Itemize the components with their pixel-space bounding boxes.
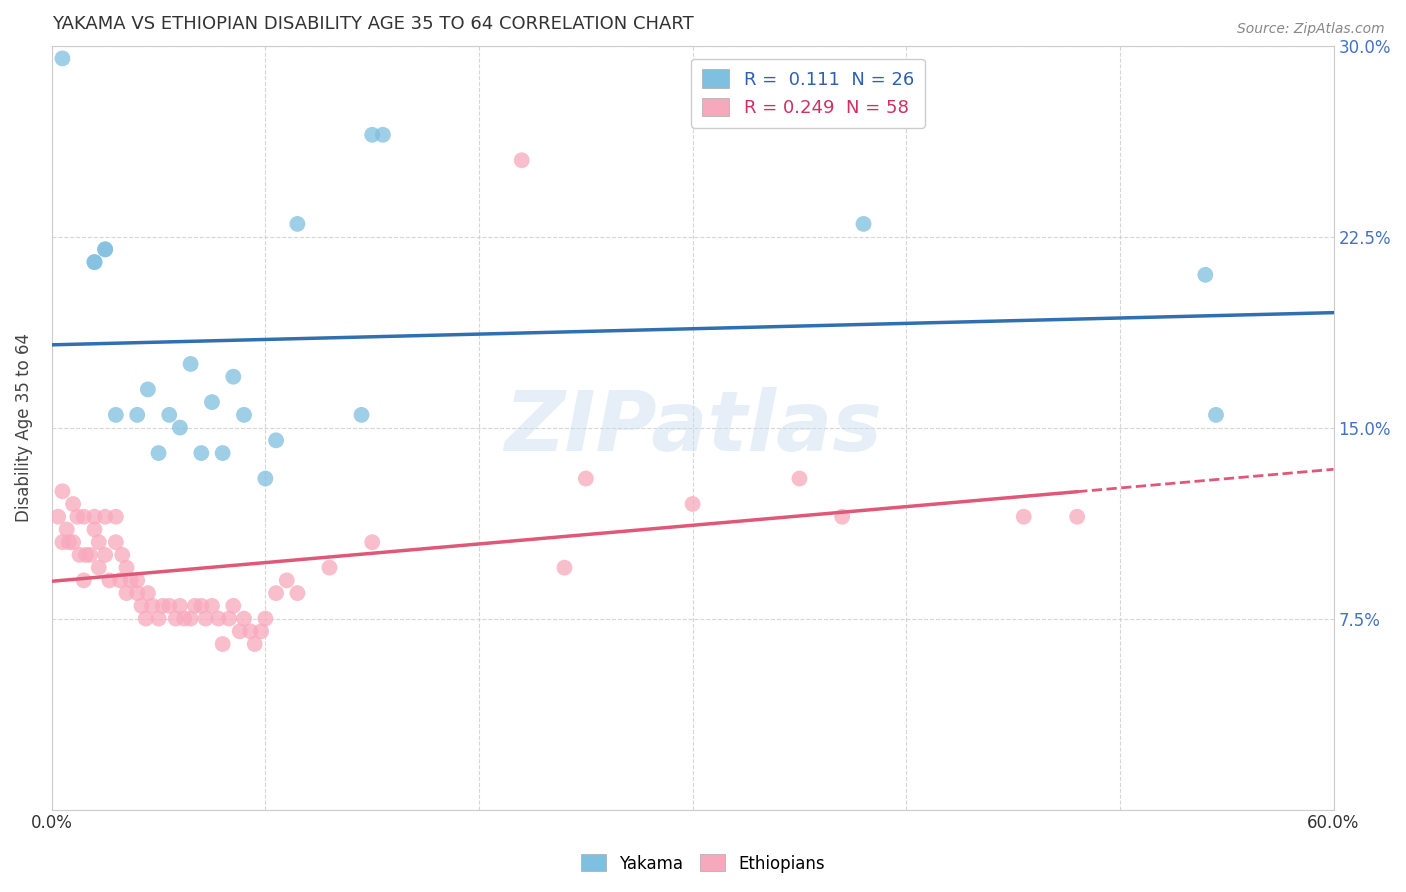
- Point: [1194, 268, 1216, 282]
- Point: [184, 599, 207, 613]
- Point: [69, 548, 91, 562]
- Point: [152, 599, 174, 613]
- Point: [141, 599, 163, 613]
- Point: [58, 535, 80, 549]
- Point: [157, 599, 180, 613]
- Point: [115, 560, 138, 574]
- Point: [83, 255, 105, 269]
- Point: [190, 599, 212, 613]
- Point: [264, 434, 287, 448]
- Point: [73, 574, 96, 588]
- Point: [233, 611, 256, 625]
- Point: [135, 611, 157, 625]
- Point: [194, 611, 217, 625]
- Point: [136, 383, 159, 397]
- Point: [127, 408, 149, 422]
- Point: [1012, 509, 1035, 524]
- Point: [108, 574, 131, 588]
- Point: [51, 51, 73, 65]
- Point: [254, 611, 277, 625]
- Point: [287, 586, 309, 600]
- Point: [73, 509, 96, 524]
- Point: [207, 611, 229, 625]
- Point: [553, 560, 575, 574]
- Point: [218, 611, 240, 625]
- Point: [222, 599, 245, 613]
- Point: [169, 420, 191, 434]
- Point: [173, 611, 195, 625]
- Point: [229, 624, 252, 639]
- Point: [201, 395, 224, 409]
- Point: [75, 548, 97, 562]
- Point: [51, 484, 73, 499]
- Point: [83, 255, 105, 269]
- Point: [250, 624, 273, 639]
- Point: [148, 446, 170, 460]
- Point: [62, 535, 84, 549]
- Point: [190, 446, 212, 460]
- Point: [361, 128, 384, 142]
- Point: [94, 509, 117, 524]
- Legend: R =  0.111  N = 26, R = 0.249  N = 58: R = 0.111 N = 26, R = 0.249 N = 58: [692, 59, 925, 128]
- Point: [51, 535, 73, 549]
- Point: [318, 560, 340, 574]
- Point: [66, 509, 89, 524]
- Point: [148, 611, 170, 625]
- Point: [115, 586, 138, 600]
- Point: [165, 611, 187, 625]
- Point: [243, 637, 266, 651]
- Point: [94, 548, 117, 562]
- Point: [83, 523, 105, 537]
- Point: [510, 153, 533, 168]
- Point: [211, 446, 233, 460]
- Point: [157, 408, 180, 422]
- Point: [239, 624, 262, 639]
- Text: ZIPatlas: ZIPatlas: [503, 387, 882, 468]
- Point: [62, 497, 84, 511]
- Point: [371, 128, 394, 142]
- Point: [55, 523, 77, 537]
- Legend: Yakama, Ethiopians: Yakama, Ethiopians: [575, 847, 831, 880]
- Point: [276, 574, 298, 588]
- Point: [233, 408, 256, 422]
- Point: [287, 217, 309, 231]
- Point: [169, 599, 191, 613]
- Point: [46, 509, 69, 524]
- Point: [264, 586, 287, 600]
- Point: [79, 548, 101, 562]
- Point: [361, 535, 384, 549]
- Point: [120, 574, 142, 588]
- Point: [180, 357, 202, 371]
- Point: [831, 509, 853, 524]
- Point: [127, 586, 149, 600]
- Point: [136, 586, 159, 600]
- Point: [87, 535, 110, 549]
- Point: [1205, 408, 1227, 422]
- Point: [98, 574, 121, 588]
- Point: [222, 369, 245, 384]
- Point: [201, 599, 224, 613]
- Point: [180, 611, 202, 625]
- Point: [104, 408, 127, 422]
- Y-axis label: Disability Age 35 to 64: Disability Age 35 to 64: [15, 333, 32, 522]
- Point: [104, 509, 127, 524]
- Point: [127, 574, 149, 588]
- Point: [789, 471, 811, 485]
- Point: [682, 497, 704, 511]
- Point: [254, 471, 277, 485]
- Point: [350, 408, 373, 422]
- Point: [111, 548, 134, 562]
- Point: [575, 471, 598, 485]
- Text: YAKAMA VS ETHIOPIAN DISABILITY AGE 35 TO 64 CORRELATION CHART: YAKAMA VS ETHIOPIAN DISABILITY AGE 35 TO…: [52, 15, 693, 33]
- Point: [94, 243, 117, 257]
- Point: [131, 599, 153, 613]
- Point: [104, 535, 127, 549]
- Point: [1066, 509, 1088, 524]
- Point: [94, 243, 117, 257]
- Point: [87, 560, 110, 574]
- Point: [211, 637, 233, 651]
- Point: [852, 217, 875, 231]
- Text: Source: ZipAtlas.com: Source: ZipAtlas.com: [1237, 22, 1385, 37]
- Point: [83, 509, 105, 524]
